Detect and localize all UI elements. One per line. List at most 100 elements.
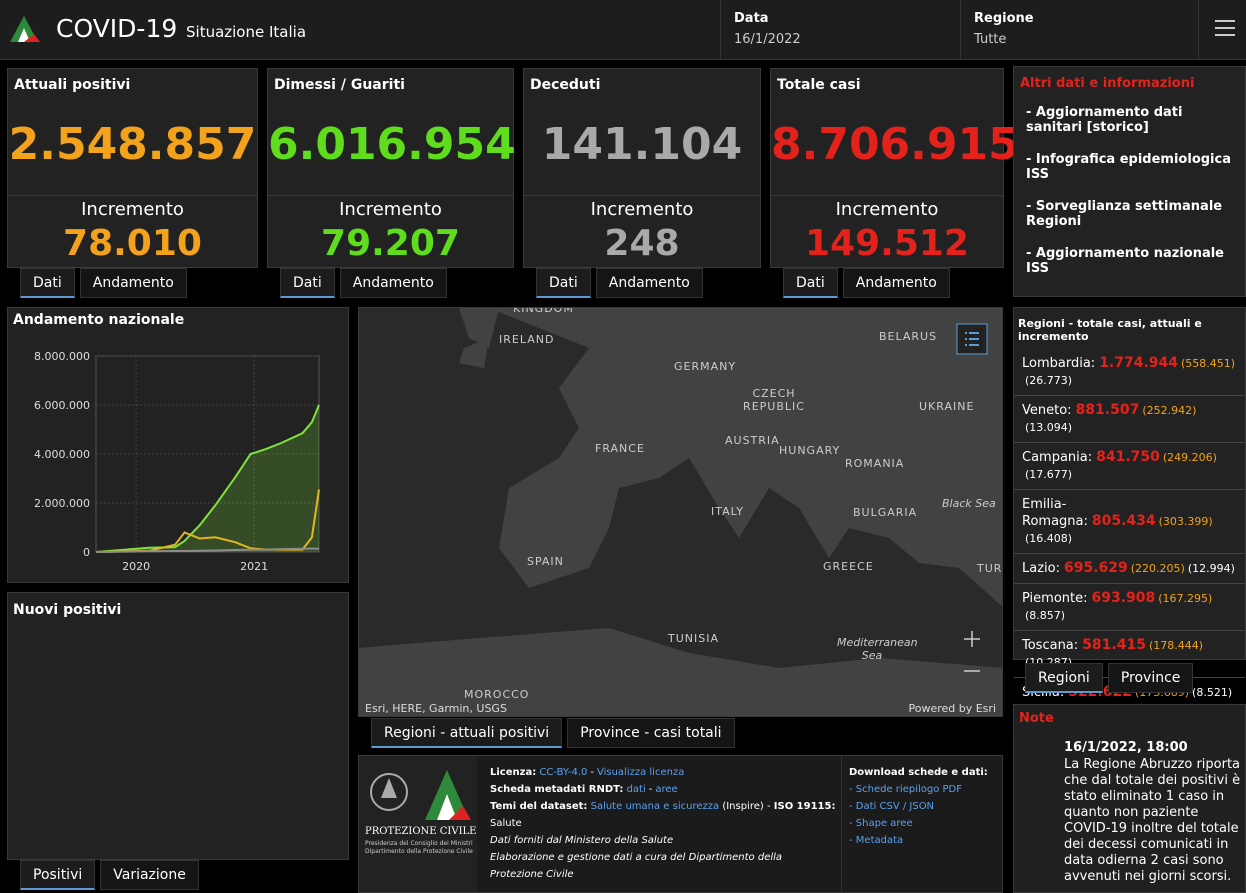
region-name: Lazio: xyxy=(1022,561,1060,576)
card-title: Dimessi / Guariti xyxy=(274,77,405,93)
card-value: 8.706.915 xyxy=(771,119,1019,170)
regions-tabs: Regioni Province xyxy=(1025,663,1194,693)
region-row[interactable]: Lazio: 695.629 (220.205) (12.994) xyxy=(1014,554,1245,584)
tab[interactable]: Andamento xyxy=(339,268,447,298)
legend-button[interactable] xyxy=(956,323,988,355)
y-tick-label: 0 xyxy=(83,546,90,559)
chart: Andamento nazionale 0 2.000.000 4.000.000 6… xyxy=(13,312,320,573)
download-link[interactable]: - Dati CSV / JSON xyxy=(849,801,935,812)
downloads: Download schede e dati: - Schede riepilo… xyxy=(849,764,999,849)
tab[interactable]: Dati xyxy=(783,268,838,298)
region-value[interactable]: Tutte xyxy=(974,32,1007,47)
card-tabs: Dati Andamento xyxy=(536,268,703,298)
card-value: 141.104 xyxy=(541,119,743,170)
region-name: Campania: xyxy=(1022,450,1093,465)
note-text: La Regione Abruzzo riporta che dal total… xyxy=(1064,757,1241,884)
stat-card: Attuali positivi 2.548.857 Incremento 78.01… xyxy=(7,68,258,268)
region-row[interactable]: Piemonte: 693.908 (167.295) (8.857) xyxy=(1014,584,1245,631)
link[interactable]: aree xyxy=(655,784,678,795)
processing: Elaborazione e gestione dati a cura del … xyxy=(490,852,783,880)
tab[interactable]: Andamento xyxy=(842,268,950,298)
info-link[interactable]: - Infografica epidemiologica ISS xyxy=(1026,152,1231,182)
region-total: 1.774.944 xyxy=(1099,355,1179,371)
region-active: (249.206) xyxy=(1162,451,1217,464)
region-row[interactable]: Campania: 841.750 (249.206) (17.677) xyxy=(1014,443,1245,490)
map-label: SPAIN xyxy=(527,555,564,568)
info-link[interactable]: - Aggiornamento nazionale ISS xyxy=(1026,246,1224,276)
source: Dati forniti dal Ministero della Salute xyxy=(490,835,674,846)
menu-button[interactable] xyxy=(1215,18,1237,38)
region-row[interactable]: Veneto: 881.507 (252.942) (13.094) xyxy=(1014,396,1245,443)
tab[interactable]: Variazione xyxy=(100,860,199,890)
map-label: ITALY xyxy=(711,505,745,518)
map-label: KINGDOM xyxy=(513,307,574,315)
link[interactable]: Visualizza licenza xyxy=(596,767,685,778)
increment-value: 78.010 xyxy=(63,223,202,264)
region-active: (167.295) xyxy=(1158,592,1213,605)
tab[interactable]: Dati xyxy=(20,268,75,298)
tab[interactable]: Positivi xyxy=(20,860,96,890)
download-link[interactable]: - Shape aree xyxy=(849,818,913,829)
label: Licenza: xyxy=(490,767,537,778)
region-label[interactable]: Regione xyxy=(974,11,1034,26)
tab[interactable]: Andamento xyxy=(79,268,187,298)
region-increment: (13.094) xyxy=(1025,421,1073,434)
footer-logo: PROTEZIONE CIVILE Presidenza del Consigl… xyxy=(359,756,477,892)
link[interactable]: CC-BY-4.0 xyxy=(539,767,588,778)
info-link[interactable]: - Sorveglianza settimanale Regioni xyxy=(1026,199,1223,229)
series-area xyxy=(96,405,319,552)
logo-name: PROTEZIONE CIVILE xyxy=(365,826,477,837)
region-name: Veneto: xyxy=(1022,403,1072,418)
tab[interactable]: Province - casi totali xyxy=(567,718,735,748)
link[interactable]: dati xyxy=(626,784,646,795)
x-tick-label: 2020 xyxy=(122,560,150,573)
stat-card: Dimessi / Guariti 6.016.954 Incremento 79.2… xyxy=(267,68,516,268)
series-line xyxy=(95,547,319,553)
map-label: FRANCE xyxy=(595,442,645,455)
region-name: Piemonte: xyxy=(1022,591,1088,606)
regions-panel: Regioni - totale casi, attuali e increme… xyxy=(1013,307,1246,738)
info-link[interactable]: - Aggiornamento dati sanitari [storico] xyxy=(1026,105,1183,135)
map-attribution: Esri, HERE, Garmin, USGS xyxy=(365,702,507,715)
regions-title: Regioni - totale casi, attuali e increme… xyxy=(1018,317,1202,343)
card-title: Totale casi xyxy=(777,77,861,93)
region-increment: (16.408) xyxy=(1025,532,1073,545)
tab[interactable]: Regioni - attuali positivi xyxy=(371,718,563,748)
app-subtitle: Situazione Italia xyxy=(186,23,307,41)
download-link[interactable]: - Metadata xyxy=(849,835,904,846)
tab[interactable]: Andamento xyxy=(595,268,703,298)
tab[interactable]: Dati xyxy=(536,268,591,298)
footer: PROTEZIONE CIVILE Presidenza del Consigl… xyxy=(358,755,1003,893)
stat-card: Deceduti 141.104 Incremento 248 xyxy=(523,68,761,268)
map-label: TURK xyxy=(977,562,1003,575)
region-total: 693.908 xyxy=(1091,590,1156,606)
info-title: Altri dati e informazioni xyxy=(1020,76,1195,91)
divider xyxy=(771,195,1003,196)
tab[interactable]: Dati xyxy=(280,268,335,298)
download-link[interactable]: - Schede riepilogo PDF xyxy=(849,784,962,795)
tab[interactable]: Regioni xyxy=(1025,663,1103,693)
increment-label: Incremento xyxy=(590,199,694,220)
card-tabs: Dati Andamento xyxy=(280,268,447,298)
chart-panel: Andamento nazionale 0 2.000.000 4.000.000 6… xyxy=(7,307,349,583)
increment-value: 248 xyxy=(604,223,680,264)
label: ISO 19115: xyxy=(773,801,836,812)
region-row[interactable]: Lombardia: 1.774.944 (558.451) (26.773) xyxy=(1014,349,1245,396)
map[interactable]: KINGDOM IRELAND GERMANY BELARUS CZECH REPUBL… xyxy=(358,307,1003,717)
increment-label: Incremento xyxy=(835,199,939,220)
increment-value: 79.207 xyxy=(321,223,460,264)
date-value: 16/1/2022 xyxy=(734,32,801,47)
region-row[interactable]: Emilia-Romagna: 805.434 (303.399) (16.408) xyxy=(1014,490,1245,554)
new-positives-panel: Nuovi positivi xyxy=(7,592,349,860)
map-land xyxy=(359,308,1002,716)
label: Temi del dataset: xyxy=(490,801,588,812)
separator: - xyxy=(590,767,594,778)
divider xyxy=(268,195,513,196)
x-tick-label: 2021 xyxy=(240,560,268,573)
link[interactable]: Salute umana e sicurezza xyxy=(590,801,720,812)
card-title: Attuali positivi xyxy=(14,77,131,93)
separator: - xyxy=(648,784,653,795)
zoom-controls[interactable] xyxy=(956,623,988,687)
tab[interactable]: Province xyxy=(1107,663,1194,693)
region-total: 881.507 xyxy=(1075,402,1140,418)
